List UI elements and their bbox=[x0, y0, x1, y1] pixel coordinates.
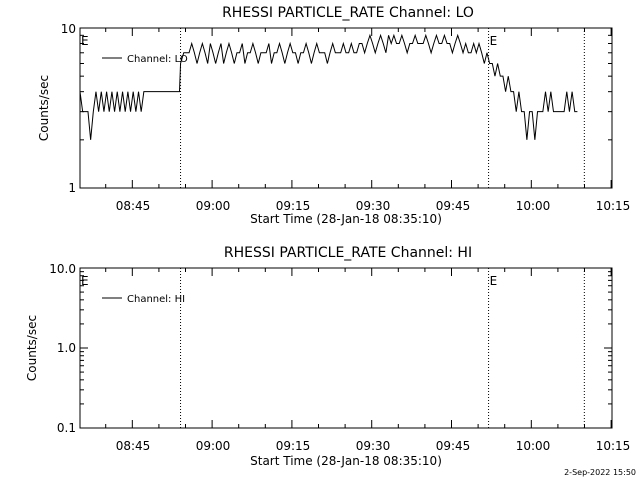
axis-ticks-hi bbox=[80, 267, 612, 429]
xtick-label: 10:15 bbox=[596, 199, 631, 213]
xtick-labels-lo: 08:45 09:00 09:15 09:30 09:45 10:00 10:1… bbox=[116, 199, 631, 213]
legend-label-hi: Channel: HI bbox=[127, 294, 185, 305]
event-lines-lo bbox=[180, 28, 585, 188]
x-axis-label-lo: Start Time (28-Jan-18 08:35:10) bbox=[250, 212, 442, 226]
xtick-label: 10:00 bbox=[516, 439, 551, 453]
xtick-label: 09:15 bbox=[276, 439, 311, 453]
y-axis-label-hi: Counts/sec bbox=[25, 315, 39, 381]
ytick-label: 10.0 bbox=[49, 262, 76, 276]
xtick-label: 10:15 bbox=[596, 439, 631, 453]
ytick-label: 0.1 bbox=[57, 421, 76, 435]
x-axis-label-hi: Start Time (28-Jan-18 08:35:10) bbox=[250, 454, 442, 468]
panel-hi: RHESSI PARTICLE_RATE Channel: HI Counts/… bbox=[25, 245, 630, 468]
panel-lo: RHESSI PARTICLE_RATE Channel: LO Counts/… bbox=[37, 5, 630, 226]
plot-frame-lo bbox=[79, 27, 613, 189]
legend-hi: Channel: HI bbox=[102, 294, 185, 305]
xtick-label: 09:30 bbox=[356, 199, 391, 213]
event-marker: E bbox=[490, 274, 498, 288]
ytick-labels-hi: 0.1 1.0 10.0 bbox=[49, 262, 76, 435]
ytick-label: 10 bbox=[61, 22, 76, 36]
xtick-label: 08:45 bbox=[116, 439, 151, 453]
ytick-labels-lo: 1 10 bbox=[61, 22, 76, 195]
footer-timestamp: 2-Sep-2022 15:50 bbox=[564, 468, 636, 477]
series-line bbox=[79, 33, 578, 140]
series-lo bbox=[79, 33, 578, 140]
legend-lo: Channel: LO bbox=[102, 54, 188, 65]
chart-title-hi: RHESSI PARTICLE_RATE Channel: HI bbox=[224, 245, 472, 261]
event-marker: E bbox=[490, 34, 498, 48]
plot-frame-hi bbox=[79, 267, 613, 429]
xtick-label: 10:00 bbox=[516, 199, 551, 213]
axis-ticks-lo bbox=[80, 27, 612, 189]
xtick-label: 09:45 bbox=[436, 199, 471, 213]
xtick-label: 09:15 bbox=[276, 199, 311, 213]
xtick-label: 09:45 bbox=[436, 439, 471, 453]
event-marker: E bbox=[81, 34, 89, 48]
xtick-label: 09:30 bbox=[356, 439, 391, 453]
event-marker: E bbox=[81, 274, 89, 288]
chart-title-lo: RHESSI PARTICLE_RATE Channel: LO bbox=[222, 5, 474, 21]
xtick-labels-hi: 08:45 09:00 09:15 09:30 09:45 10:00 10:1… bbox=[116, 439, 631, 453]
xtick-label: 09:00 bbox=[196, 439, 231, 453]
legend-label-lo: Channel: LO bbox=[127, 54, 188, 65]
y-axis-label-lo: Counts/sec bbox=[37, 75, 51, 141]
event-lines-hi bbox=[180, 268, 585, 428]
xtick-label: 09:00 bbox=[196, 199, 231, 213]
ytick-label: 1.0 bbox=[57, 341, 76, 355]
ytick-label: 1 bbox=[68, 181, 76, 195]
xtick-label: 08:45 bbox=[116, 199, 151, 213]
